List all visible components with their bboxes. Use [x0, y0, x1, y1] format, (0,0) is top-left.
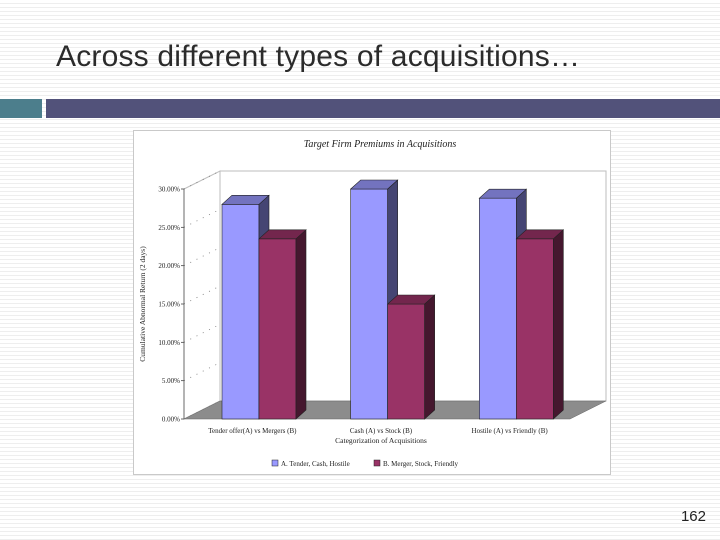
- y-tick-label: 5.00%: [162, 377, 180, 385]
- y-tick-label: 20.00%: [158, 262, 180, 270]
- y-tick-label: 10.00%: [158, 339, 180, 347]
- bar-front-face: [479, 197, 517, 420]
- legend-label: B. Merger, Stock, Friendly: [383, 460, 459, 468]
- bar-side-face: [295, 229, 307, 420]
- bar-top-face: [515, 229, 565, 240]
- series-b-bar: [386, 294, 436, 420]
- bar-chart: Target Firm Premiums in Acquisitions 0.00…: [138, 139, 607, 468]
- legend-swatch: [271, 459, 279, 467]
- bar-front-face: [516, 238, 554, 420]
- bar-front-face: [350, 188, 388, 420]
- y-tick-label: 0.00%: [162, 416, 180, 424]
- legend-swatch: [373, 459, 381, 467]
- page-number: 162: [680, 508, 706, 525]
- bar-front-face: [387, 303, 425, 420]
- x-tick-label: Tender offer(A) vs Mergers (B): [208, 427, 297, 435]
- series-b-bar: [515, 229, 565, 420]
- x-axis-label: Categorization of Acquisitions: [335, 436, 427, 445]
- series-b-bar: [258, 229, 307, 420]
- bar-top-face: [386, 294, 436, 305]
- slide-title: Across different types of acquisitions…: [56, 40, 581, 73]
- bar-top-face: [478, 188, 528, 199]
- accent-square: [0, 99, 42, 118]
- chart-title: Target Firm Premiums in Acquisitions: [304, 139, 457, 150]
- bar-top-face: [221, 195, 270, 205]
- x-tick-label: Cash (A) vs Stock (B): [350, 427, 413, 435]
- bar-side-face: [553, 229, 564, 420]
- title-underline-bar: [46, 99, 720, 118]
- bar-front-face: [258, 238, 297, 420]
- x-tick-label: Hostile (A) vs Friendly (B): [472, 427, 549, 435]
- bar-front-face: [221, 204, 260, 420]
- bar-side-face: [424, 294, 435, 420]
- y-tick-label: 25.00%: [158, 224, 180, 232]
- bar-top-face: [258, 229, 307, 240]
- bar-top-face: [349, 179, 399, 190]
- chart-side-wall: [183, 170, 221, 420]
- chart-frame: Target Firm Premiums in Acquisitions 0.00…: [133, 130, 611, 475]
- y-tick-label: 30.00%: [158, 186, 180, 194]
- y-axis-label: Cumulative Abnormal Return (2 days): [138, 246, 147, 362]
- y-tick-label: 15.00%: [158, 301, 180, 309]
- legend-label: A. Tender, Cash, Hostile: [281, 460, 350, 468]
